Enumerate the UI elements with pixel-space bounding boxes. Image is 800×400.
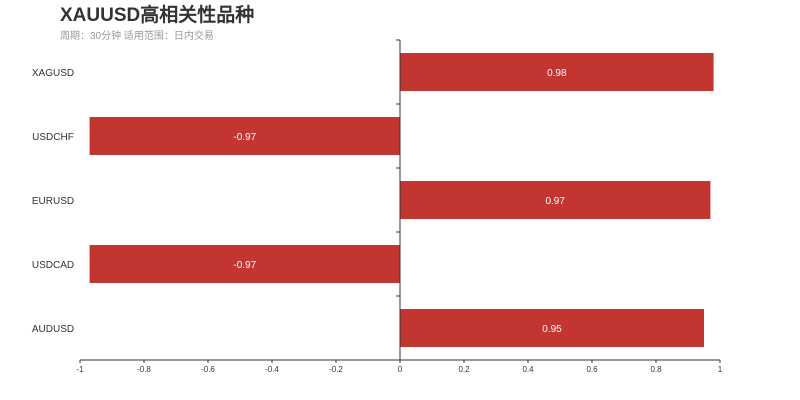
category-label: EURUSD [32, 196, 74, 207]
category-label: USDCAD [32, 260, 74, 271]
category-label: XAGUSD [32, 68, 74, 79]
bar-audusd [400, 309, 704, 347]
data-label: -0.97 [233, 132, 256, 143]
x-tick-label: -1 [76, 365, 84, 374]
x-tick-label: -0.8 [137, 365, 151, 374]
x-tick-label: 0 [398, 365, 403, 374]
x-tick-label: -0.6 [201, 365, 215, 374]
data-label: 0.95 [542, 324, 562, 335]
bar-xagusd [400, 53, 714, 91]
x-tick-label: -0.4 [265, 365, 279, 374]
x-tick-label: 0.6 [586, 365, 598, 374]
chart-title: XAUUSD高相关性品种 [60, 5, 255, 26]
category-label: AUDUSD [32, 324, 74, 335]
bar-usdcad [89, 245, 400, 283]
bar-eurusd [400, 181, 711, 219]
x-tick-label: 1 [718, 365, 723, 374]
x-tick-label: -0.2 [329, 365, 343, 374]
category-label: USDCHF [32, 132, 74, 143]
x-tick-label: 0.2 [458, 365, 470, 374]
x-tick-label: 0.8 [650, 365, 662, 374]
bar-usdchf [89, 117, 400, 155]
data-label: -0.97 [233, 260, 256, 271]
chart-subtitle: 周期：30分钟 适用范围：日内交易 [60, 31, 214, 42]
data-label: 0.98 [547, 68, 567, 79]
data-label: 0.97 [545, 196, 565, 207]
x-tick-label: 0.4 [522, 365, 534, 374]
